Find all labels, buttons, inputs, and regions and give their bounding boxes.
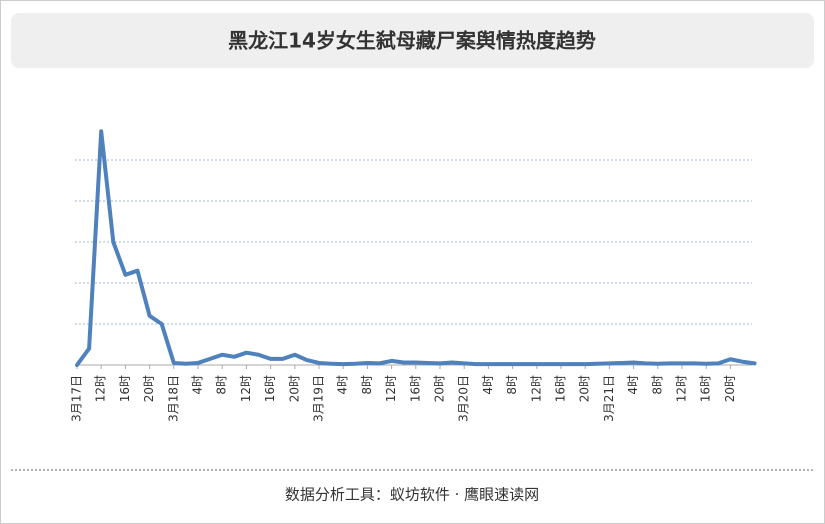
x-tick-label: 16时	[554, 375, 568, 402]
x-tick-label: 8时	[650, 375, 664, 395]
chart-title: 黑龙江14岁女生弑母藏尸案舆情热度趋势	[228, 29, 596, 53]
x-tick-label: 4时	[336, 375, 350, 395]
x-tick-label: 16时	[263, 375, 277, 402]
x-tick-label: 16时	[699, 375, 713, 402]
x-tick-label: 16时	[408, 375, 422, 402]
title-bar	[11, 13, 814, 68]
x-tick-label: 12时	[675, 375, 689, 402]
x-tick-label: 3月18日	[166, 375, 180, 422]
x-tick-label: 3月17日	[70, 375, 84, 422]
x-tick-label: 20时	[723, 375, 737, 402]
x-tick-label: 16时	[118, 375, 132, 402]
x-tick-label: 20时	[287, 375, 301, 402]
x-tick-label: 4时	[626, 375, 640, 395]
footer: 数据分析工具：蚁坊软件 · 鹰眼速读网	[285, 486, 539, 504]
x-tick-label: 3月19日	[312, 375, 326, 422]
x-tick-label: 12时	[94, 375, 108, 402]
line-series	[75, 129, 757, 367]
x-tick-label: 12时	[384, 375, 398, 402]
x-tick-label: 8时	[215, 375, 229, 395]
x-tick-label: 4时	[481, 375, 495, 395]
x-tick-label: 12时	[529, 375, 543, 402]
x-tick-label: 20时	[433, 375, 447, 402]
x-tick-label: 20时	[142, 375, 156, 402]
x-tick-label: 12时	[239, 375, 253, 402]
x-tick-label: 3月21日	[602, 375, 616, 422]
x-tick-label: 4时	[191, 375, 205, 395]
x-tick-label: 3月20日	[457, 375, 471, 422]
x-tick-label: 8时	[505, 375, 519, 395]
x-tick-label: 8时	[360, 375, 374, 395]
x-tick-label: 20时	[578, 375, 592, 402]
